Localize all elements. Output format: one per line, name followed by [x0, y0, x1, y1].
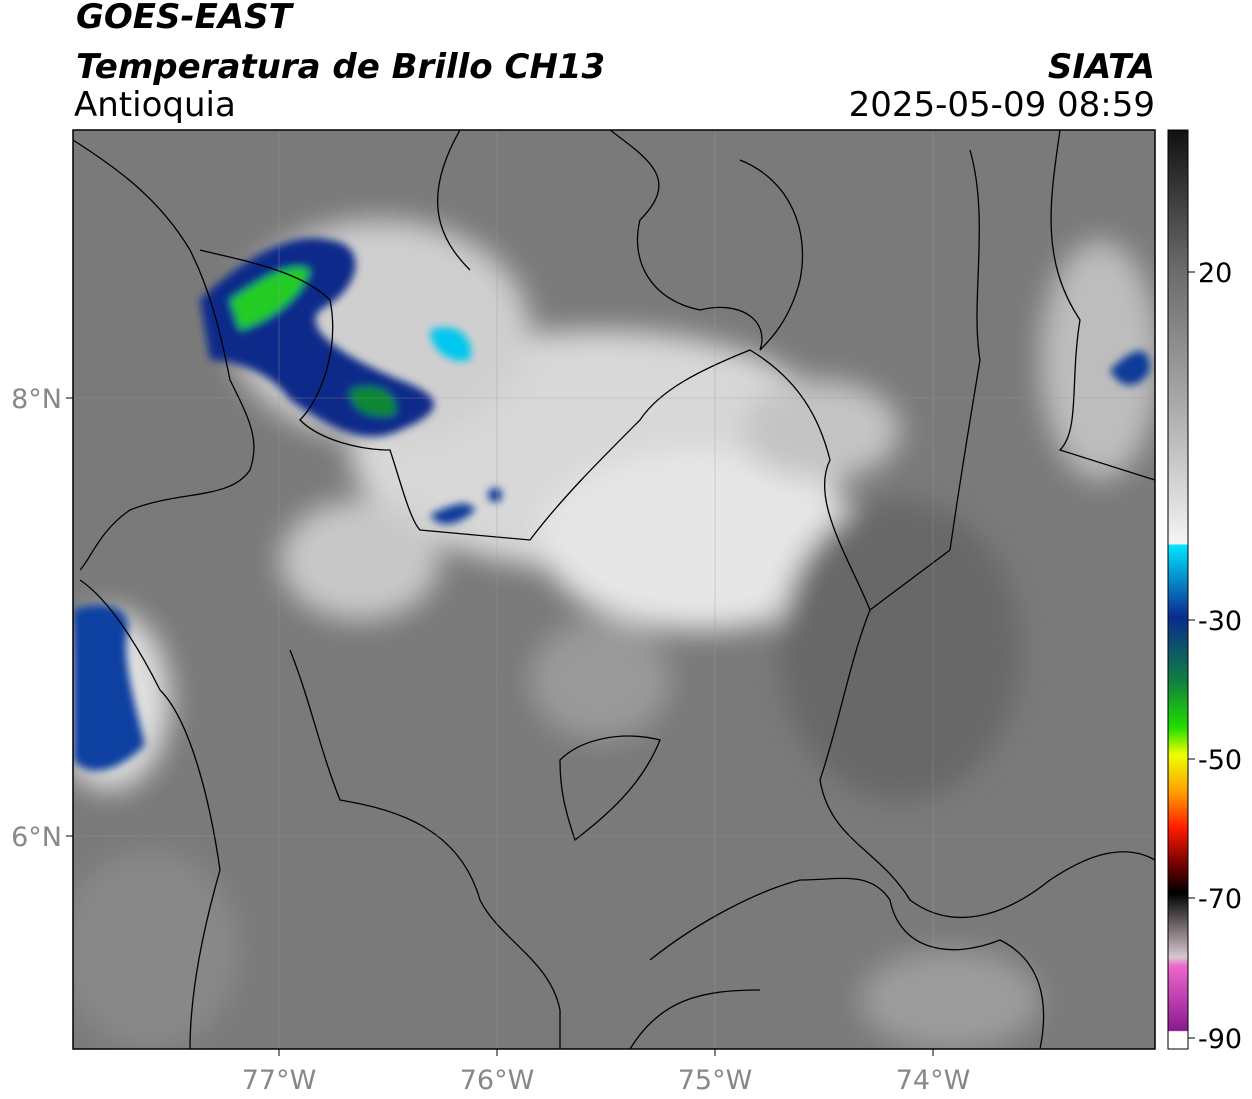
lon-label: 74°W: [896, 1065, 971, 1096]
source: SIATA: [1048, 47, 1155, 87]
map-frame: [72, 129, 1156, 1050]
lon-label: 75°W: [678, 1065, 753, 1096]
title: GOES-EAST: [76, 0, 295, 37]
colorbar-label: -70: [1198, 884, 1242, 915]
colorbar-label: -90: [1198, 1024, 1242, 1055]
subtitle: Temperatura de Brillo CH13: [76, 47, 605, 87]
storm-cells: [73, 238, 1150, 771]
colorbar-label: -50: [1198, 745, 1242, 776]
lon-label: 76°W: [460, 1065, 535, 1096]
borders: [73, 130, 1155, 1049]
clouds: [73, 220, 1155, 1049]
lon-label: 77°W: [242, 1065, 317, 1096]
colorbar-label: 20: [1198, 258, 1232, 289]
lat-label: 8°N: [11, 384, 62, 415]
datetime: 2025-05-09 08:59: [849, 85, 1155, 125]
map: [73, 130, 1155, 1049]
region: Antioquia: [74, 85, 236, 125]
labels: 8°N 6°N 77°W 76°W 75°W 74°W 20 -30 -50 -70 -90: [11, 258, 1242, 1096]
lat-label: 6°N: [11, 822, 62, 853]
gridlines: [73, 130, 1155, 1049]
colorbar-label: -30: [1198, 606, 1242, 637]
colorbar: [1167, 129, 1189, 1050]
